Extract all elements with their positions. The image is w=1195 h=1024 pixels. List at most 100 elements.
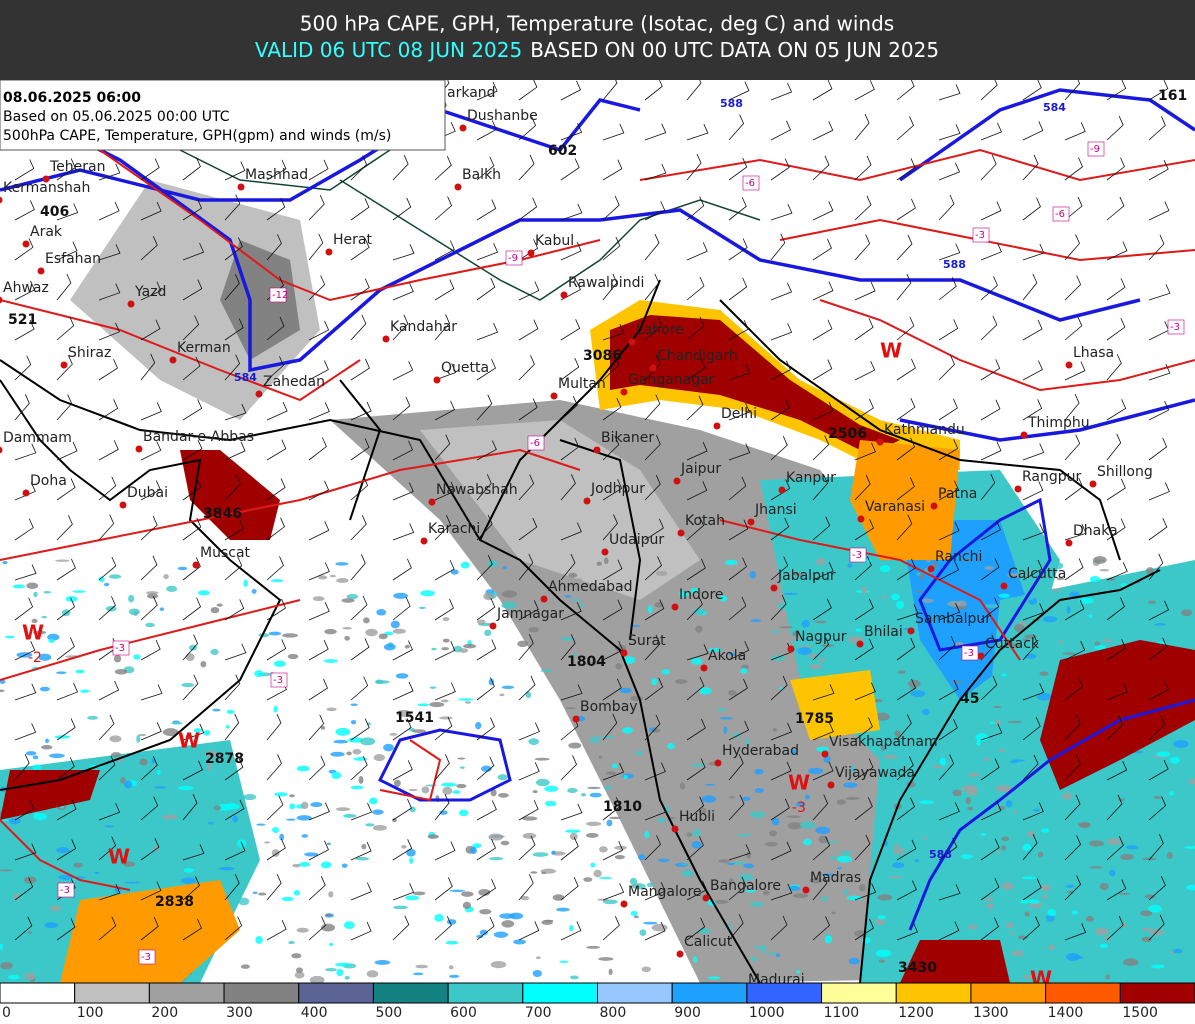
cape-speck — [1009, 761, 1019, 764]
cape-speck — [33, 630, 47, 635]
city-label: Sambalpur — [915, 611, 991, 627]
cape-speck — [914, 859, 920, 863]
wind-barb — [182, 279, 203, 301]
cape-speck — [335, 562, 349, 566]
cape-speck — [551, 850, 556, 855]
wind-barb — [770, 517, 790, 541]
cape-speck — [585, 821, 602, 827]
cape-speck — [651, 923, 668, 932]
cape-speck — [1022, 876, 1037, 880]
wind-barb — [1106, 317, 1126, 341]
contour-label: -2 — [28, 650, 42, 666]
cape-speck — [210, 607, 220, 614]
wind-barb — [266, 197, 286, 221]
temp-label-box — [57, 882, 75, 898]
wind-barb — [686, 644, 709, 661]
contour-label: -6 — [1055, 209, 1065, 220]
wind-barb — [350, 755, 368, 781]
cape-speck — [615, 663, 623, 670]
cape-speck — [1047, 945, 1056, 950]
cape-speck — [55, 559, 70, 562]
city-label: Esfahan — [45, 251, 101, 267]
wind-barb — [770, 158, 790, 181]
cape-area — [610, 315, 900, 455]
cape-speck — [181, 877, 197, 884]
city-label: Yazd — [134, 284, 166, 300]
wind-barb — [770, 323, 793, 341]
wind-barb — [434, 754, 450, 781]
cape-speck — [442, 638, 450, 643]
cape-speck — [830, 632, 843, 635]
wind-barb — [1148, 637, 1168, 661]
cape-speck — [877, 915, 887, 920]
wind-barb — [434, 877, 453, 901]
cape-speck — [73, 862, 83, 868]
cape-speck — [1036, 693, 1053, 701]
wind-barb — [728, 753, 744, 781]
cape-speck — [378, 633, 388, 640]
cape-speck — [177, 785, 194, 791]
wind-barb — [350, 198, 370, 221]
wind-barb — [602, 123, 625, 141]
cape-speck — [729, 805, 736, 813]
wind-barb — [980, 399, 1001, 421]
cape-speck — [1050, 562, 1064, 570]
wind-barb — [350, 401, 372, 421]
cape-speck — [216, 603, 223, 607]
cape-speck — [154, 786, 167, 789]
cape-speck — [309, 975, 325, 984]
cape-speck — [0, 943, 4, 950]
cape-speck — [728, 949, 743, 955]
colorbar-swatch — [223, 982, 300, 1004]
wind-barb — [686, 276, 705, 301]
cape-speck — [1008, 768, 1018, 774]
cape-speck — [1188, 778, 1195, 785]
wind-barb — [476, 242, 499, 261]
city-dot — [856, 640, 864, 648]
wind-barb — [770, 841, 792, 861]
wind-barb — [1148, 437, 1168, 461]
wind-barb — [56, 757, 75, 781]
city-label: Shiraz — [68, 345, 111, 361]
wind-barb — [602, 883, 625, 901]
cape-speck — [845, 796, 860, 801]
wind-barb — [14, 753, 30, 781]
cape-speck — [128, 594, 135, 603]
wind-barb — [308, 755, 326, 781]
wind-barb — [686, 880, 708, 901]
contour-label: -3 — [273, 675, 283, 686]
wind-barb — [350, 438, 370, 461]
cape-speck — [621, 727, 634, 734]
cape-speck — [799, 821, 816, 830]
cape-speck — [404, 644, 410, 649]
wind-barb — [476, 756, 495, 781]
cape-speck — [1088, 614, 1093, 618]
cape-speck — [32, 755, 39, 760]
wind-barb — [938, 802, 960, 821]
wind-barb — [896, 514, 913, 541]
cape-speck — [832, 826, 840, 831]
wind-barb — [602, 159, 623, 181]
wind-barb — [98, 322, 120, 341]
wind-barb — [224, 274, 240, 301]
cape-speck — [667, 743, 675, 750]
contour-label: 588 — [720, 97, 743, 110]
wind-barb — [1106, 682, 1128, 701]
wind-barb — [644, 233, 660, 261]
wind-barb — [266, 713, 282, 741]
wind-barb — [1064, 875, 1082, 901]
cape-speck — [836, 855, 853, 863]
cape-speck — [1145, 567, 1155, 575]
cape-speck — [614, 845, 627, 850]
cape-speck — [906, 674, 914, 677]
cape-speck — [608, 968, 613, 976]
wind-barb — [938, 602, 961, 621]
wind-barb — [308, 159, 329, 181]
cape-speck — [258, 892, 267, 896]
cape-speck — [821, 873, 836, 877]
city-dot — [433, 376, 441, 384]
colorbar: 0 100 200 300 400 500 600 700 800 900 1000 1100 1200… — [0, 982, 1195, 1024]
cape-speck — [343, 921, 355, 930]
wind-barb — [602, 435, 620, 461]
cape-speck — [1156, 751, 1171, 757]
